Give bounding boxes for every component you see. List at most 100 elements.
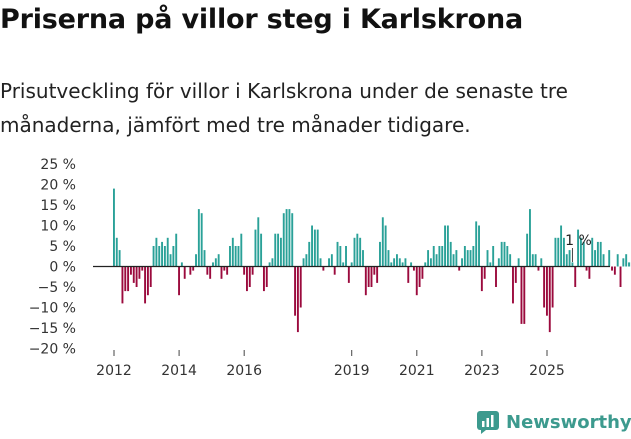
bar (127, 266, 130, 292)
bar (429, 258, 432, 267)
bar (560, 225, 563, 267)
bar (322, 266, 325, 271)
bar (517, 258, 520, 267)
bar (336, 241, 339, 267)
bar (497, 258, 500, 267)
bar (129, 266, 132, 275)
bar (458, 266, 461, 271)
bar (260, 233, 263, 267)
bar (254, 229, 257, 267)
bar (172, 246, 175, 267)
bar (520, 266, 523, 324)
bar (551, 266, 554, 308)
bar (274, 233, 277, 267)
x-axis: 2012 2014 2016 2019 2021 2023 2025 (93, 265, 610, 379)
bar (548, 266, 551, 333)
bar (495, 266, 497, 287)
bar (545, 266, 548, 316)
y-tick-label: 20 % (40, 178, 76, 194)
bar (330, 254, 333, 267)
x-tick-label: 2023 (464, 363, 500, 379)
bar (305, 254, 308, 267)
bar (529, 209, 531, 267)
y-tick-label: 15 % (40, 198, 76, 214)
bar (328, 258, 330, 267)
bar (579, 237, 582, 267)
brand-logo[interactable]: Newsworthy (476, 408, 631, 436)
bar (313, 229, 316, 267)
bar (257, 217, 260, 267)
bar (588, 266, 591, 279)
bar (277, 233, 280, 267)
bar (248, 266, 251, 287)
chart-title: Priserna på villor steg i Karlskrona (0, 4, 523, 35)
bar (319, 258, 322, 267)
bar (195, 254, 197, 267)
bar (149, 266, 152, 287)
bar (291, 213, 294, 267)
bar (189, 266, 192, 275)
x-tick-label: 2016 (226, 363, 262, 379)
bar (262, 266, 265, 292)
bar (381, 217, 384, 267)
x-tick-label: 2019 (334, 363, 370, 379)
bar (367, 266, 370, 287)
bar (568, 250, 571, 267)
bar (421, 266, 424, 279)
x-tick-label: 2012 (96, 363, 132, 379)
x-tick-label: 2021 (399, 363, 435, 379)
bar (240, 233, 243, 267)
bar (296, 266, 299, 333)
y-tick-label: 0 % (49, 260, 76, 276)
bar (619, 266, 622, 287)
annotation-label: 1 % (565, 233, 592, 249)
bar (158, 246, 161, 267)
y-tick-label: −5 % (38, 280, 76, 296)
bar (118, 250, 121, 267)
bar (574, 266, 577, 287)
bar (146, 266, 149, 296)
bar (602, 254, 605, 267)
bar (390, 262, 393, 267)
bar (132, 266, 135, 283)
y-tick-label: −20 % (29, 342, 76, 358)
bar (554, 237, 557, 267)
bar (463, 246, 466, 267)
y-tick-label: 10 % (40, 219, 76, 235)
bar (333, 266, 336, 275)
y-tick-label: −15 % (29, 321, 76, 337)
bar (512, 266, 514, 304)
bar (449, 241, 452, 267)
bar (226, 266, 229, 275)
bar (608, 250, 611, 267)
bar (192, 266, 195, 271)
bar (509, 254, 512, 267)
bar (427, 250, 430, 267)
bar (565, 254, 568, 267)
bar (339, 246, 342, 267)
bar (251, 266, 254, 275)
bar (345, 246, 347, 267)
bar (514, 266, 517, 283)
bar (285, 209, 288, 267)
y-tick-label: −10 % (29, 301, 76, 317)
bar (362, 250, 364, 267)
x-tick-label: 2014 (161, 363, 197, 379)
bar (308, 241, 311, 267)
bar (115, 237, 118, 267)
bar (166, 237, 169, 267)
bar (571, 262, 574, 267)
bar (475, 221, 478, 267)
bar (407, 266, 410, 283)
bar (424, 262, 427, 267)
bar (410, 262, 413, 267)
y-tick-label: 5 % (49, 239, 76, 255)
bar (373, 266, 376, 275)
bar (500, 241, 503, 267)
bar (585, 266, 588, 271)
bar (441, 246, 444, 267)
bar (461, 258, 463, 267)
bar (206, 266, 209, 275)
bar (469, 250, 472, 267)
bar (161, 241, 164, 267)
